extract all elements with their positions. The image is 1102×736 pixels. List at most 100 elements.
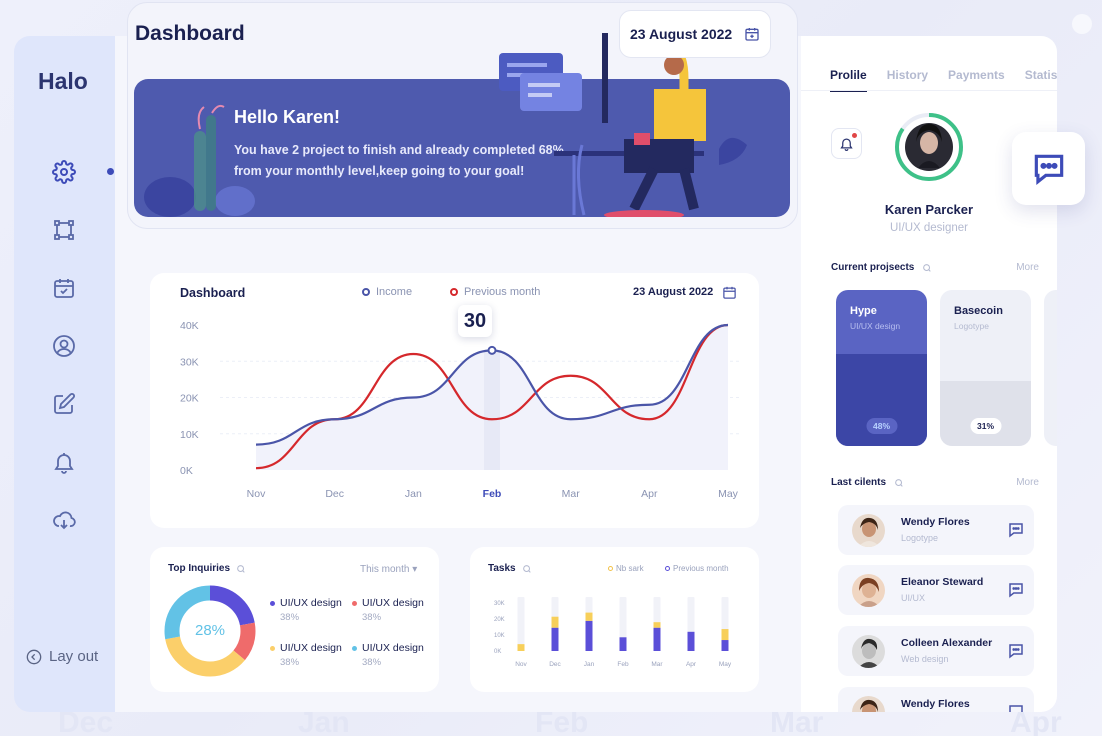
message-icon[interactable] [1007, 581, 1025, 599]
bar-nbsark [585, 612, 593, 621]
client-avatar [852, 635, 885, 668]
client-row[interactable]: Wendy Flores [838, 687, 1034, 712]
project-card-basecoin[interactable]: Basecoin Logotype 31% [940, 290, 1031, 446]
inquiry-label: UI/UX design [362, 642, 424, 654]
top-inquiries-card: Top Inquiries This month ▾ 28% UI/UX des… [150, 547, 439, 692]
x-tick-label: Feb [483, 488, 502, 500]
logout-button[interactable]: Lay out [26, 648, 98, 665]
chart-calendar-icon[interactable] [722, 285, 737, 300]
tasks-title: Tasks [488, 563, 532, 574]
search-icon[interactable] [236, 564, 246, 574]
inquiry-percent: 38% [362, 657, 382, 668]
tab-statistics[interactable]: Statistics [1024, 68, 1057, 82]
x-tick-label: May [719, 661, 732, 668]
sidebar-item-edit[interactable] [50, 390, 78, 418]
y-tick-label: 40K [180, 320, 199, 332]
legend-label: Nb sark [616, 564, 644, 573]
project-type: Logotype [954, 321, 989, 331]
inquiry-percent: 38% [280, 612, 300, 623]
projects-more-link[interactable]: More [1016, 262, 1039, 273]
notifications-button[interactable] [831, 128, 862, 159]
profile-avatar[interactable] [894, 112, 964, 182]
cloud-download-icon [53, 511, 76, 530]
search-icon[interactable] [522, 564, 532, 574]
tab-profile[interactable]: Prolile [830, 68, 867, 92]
client-name: Wendy Flores [901, 698, 970, 710]
y-tick-label: 0K [494, 649, 501, 655]
legend-previous-marker [450, 288, 458, 296]
sidebar-item-profile[interactable] [50, 332, 78, 360]
project-progress-badge: 48% [865, 418, 898, 434]
clients-more-link[interactable]: More [1016, 477, 1039, 488]
message-icon[interactable] [1007, 521, 1025, 539]
sidebar-item-frame[interactable] [50, 216, 78, 244]
x-tick-label: Nov [247, 488, 266, 500]
sidebar-item-download[interactable] [50, 506, 78, 534]
chat-bubble-icon [1034, 154, 1063, 185]
bell-icon [840, 138, 853, 151]
client-role: Logotype [901, 533, 939, 543]
y-tick-label: 20K [180, 393, 199, 405]
plants-illustration [144, 104, 255, 217]
brand-logo: Halo [38, 68, 88, 94]
search-icon[interactable] [922, 263, 932, 273]
calendar-icon [745, 28, 759, 41]
tasks-legend-nbsark: Nb sark [608, 564, 644, 573]
legend-income-label: Income [376, 286, 413, 298]
sidebar-item-calendar[interactable] [50, 274, 78, 302]
inquiry-percent: 38% [280, 657, 300, 668]
client-row[interactable]: Eleanor Steward UI/UX [838, 565, 1034, 615]
client-row[interactable]: Colleen Alexander Web design [838, 626, 1034, 676]
x-tick-label: Feb [617, 661, 629, 668]
top-inquiries-title: Top Inquiries [168, 563, 246, 574]
project-card-partial[interactable] [1044, 290, 1057, 446]
page-title: Dashboard [135, 22, 245, 45]
client-name: Wendy Flores [901, 516, 970, 528]
search-icon[interactable] [894, 478, 904, 488]
person-working-illustration [499, 33, 747, 217]
month-filter-dropdown[interactable]: This month ▾ [360, 564, 417, 575]
sidebar-item-notifications[interactable] [50, 448, 78, 476]
user-circle-icon [53, 335, 75, 357]
sidebar: Halo Lay out [14, 36, 129, 712]
message-icon[interactable] [1007, 703, 1025, 712]
chat-button[interactable] [1012, 132, 1085, 205]
x-tick-label: Jan [584, 661, 595, 668]
project-progress-fill [940, 381, 1031, 446]
tab-payments[interactable]: Payments [948, 68, 1005, 82]
top-inquiries-label: Top Inquiries [168, 563, 231, 574]
tasks-bar-chart: 30K 20K 10K 0K Nov Dec Jan Feb Mar Apr May [494, 597, 732, 668]
tab-history[interactable]: History [886, 68, 929, 82]
header-date-picker[interactable]: 23 August 2022 [619, 10, 771, 58]
bell-icon [54, 453, 74, 474]
inquiry-label: UI/UX design [280, 642, 342, 654]
legend-income: Income [362, 286, 412, 298]
sidebar-item-settings[interactable] [50, 158, 78, 186]
legend-dot [270, 645, 275, 651]
chart-date: 23 August 2022 [633, 286, 714, 298]
inquiry-item: UI/UX design 38% [270, 597, 342, 623]
profile-tabs: Prolile History Payments Statistics [830, 68, 1057, 92]
x-tick-label: Nov [515, 661, 527, 668]
arrow-left-circle-icon [26, 649, 42, 664]
project-card-hype[interactable]: Hype UI/UX design 48% [836, 290, 927, 446]
x-tick-label: Jan [405, 488, 422, 500]
x-tick-label: Mar [562, 488, 581, 500]
bar-previous [721, 640, 729, 651]
bar-nbsark [517, 644, 525, 651]
client-row[interactable]: Wendy Flores Logotype [838, 505, 1034, 555]
message-icon[interactable] [1007, 642, 1025, 660]
tasks-label: Tasks [488, 563, 516, 574]
project-name: Basecoin [954, 305, 1003, 317]
project-progress-badge: 31% [969, 418, 1002, 434]
y-tick-label: 20K [494, 617, 505, 623]
inquiry-item: UI/UX design 38% [270, 642, 342, 668]
donut-slice [164, 585, 256, 677]
donut-slice [164, 585, 256, 677]
x-tick-label: May [718, 488, 739, 500]
inquiries-donut-chart [164, 585, 256, 677]
bar-previous [551, 627, 559, 651]
profile-role: UI/UX designer [890, 222, 968, 234]
bar-previous [687, 631, 695, 651]
current-projects-title: Current projsects [831, 262, 932, 273]
